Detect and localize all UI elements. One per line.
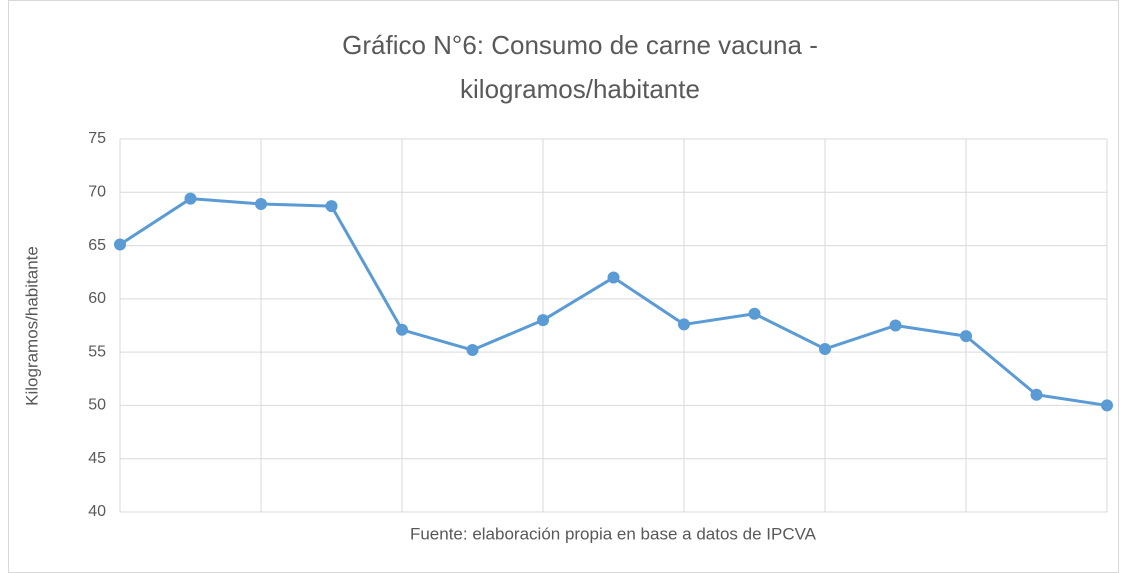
- point: [325, 200, 338, 213]
- point: [607, 271, 620, 284]
- chart-frame: [8, 0, 1119, 573]
- chart-title: Gráfico N°6: Consumo de carne vacuna -: [342, 30, 818, 60]
- point: [396, 323, 408, 336]
- y-tick-label: 75: [88, 130, 106, 147]
- y-tick-label: 60: [88, 290, 106, 307]
- x-axis-label: Fuente: elaboración propia en base a dat…: [410, 524, 817, 543]
- point: [1101, 399, 1113, 412]
- point: [748, 307, 761, 320]
- point: [114, 238, 126, 251]
- point: [255, 198, 267, 211]
- y-tick-label: 40: [88, 503, 106, 520]
- chart-title: kilogramos/habitante: [460, 74, 700, 104]
- y-tick-label: 55: [88, 343, 106, 360]
- y-tick-label: 50: [88, 397, 106, 414]
- point: [889, 319, 902, 332]
- point: [678, 318, 690, 331]
- point: [537, 314, 549, 327]
- point: [819, 342, 831, 355]
- y-tick-label: 45: [88, 450, 106, 467]
- y-tick-label: 70: [88, 184, 106, 201]
- y-axis-label: Kilogramos/habitante: [22, 246, 41, 406]
- y-tick-label: 65: [88, 237, 106, 254]
- point: [1030, 388, 1043, 401]
- point: [960, 330, 972, 343]
- point: [184, 192, 197, 205]
- point: [466, 344, 479, 357]
